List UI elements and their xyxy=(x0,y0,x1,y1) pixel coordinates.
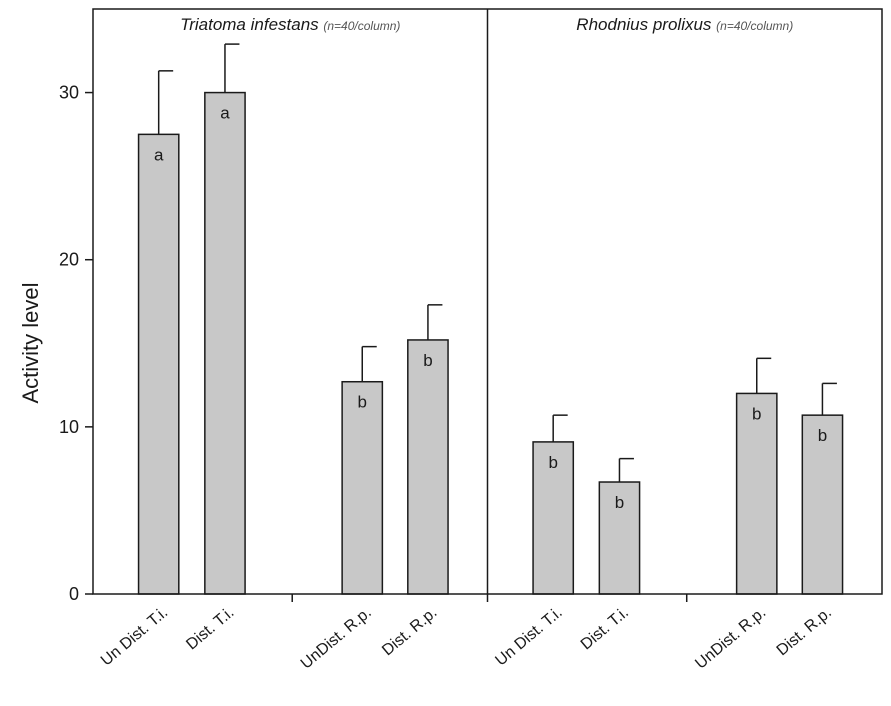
panel-title: Triatoma infestans (n=40/column) xyxy=(180,15,400,34)
bar xyxy=(341,380,384,595)
significance-letter: b xyxy=(615,493,624,512)
y-tick-label: 30 xyxy=(59,83,79,103)
y-tick-label: 0 xyxy=(69,584,79,604)
panel-title-species: Triatoma infestans xyxy=(180,15,323,34)
significance-letter: a xyxy=(154,145,164,164)
bar xyxy=(598,481,641,595)
y-axis-title: Activity level xyxy=(18,282,43,403)
significance-letter: b xyxy=(358,393,367,412)
bar xyxy=(407,339,449,595)
significance-letter: b xyxy=(548,453,557,472)
significance-letter: b xyxy=(818,426,827,445)
panel-title-note: (n=40/column) xyxy=(716,19,793,33)
bar xyxy=(532,441,575,595)
bar xyxy=(204,91,246,595)
panel-title-species: Rhodnius prolixus xyxy=(576,15,716,34)
chart-marks: a a b b b b b b xyxy=(137,43,844,595)
bar xyxy=(801,414,844,595)
panel-title-note: (n=40/column) xyxy=(323,19,400,33)
bar xyxy=(137,133,180,595)
y-tick-label: 10 xyxy=(59,417,79,437)
significance-letter: b xyxy=(752,404,761,423)
significance-letter: b xyxy=(423,351,432,370)
panel-title: Rhodnius prolixus (n=40/column) xyxy=(576,15,793,34)
significance-letter: a xyxy=(220,104,230,123)
bar xyxy=(735,392,778,595)
y-tick-label: 20 xyxy=(59,250,79,270)
